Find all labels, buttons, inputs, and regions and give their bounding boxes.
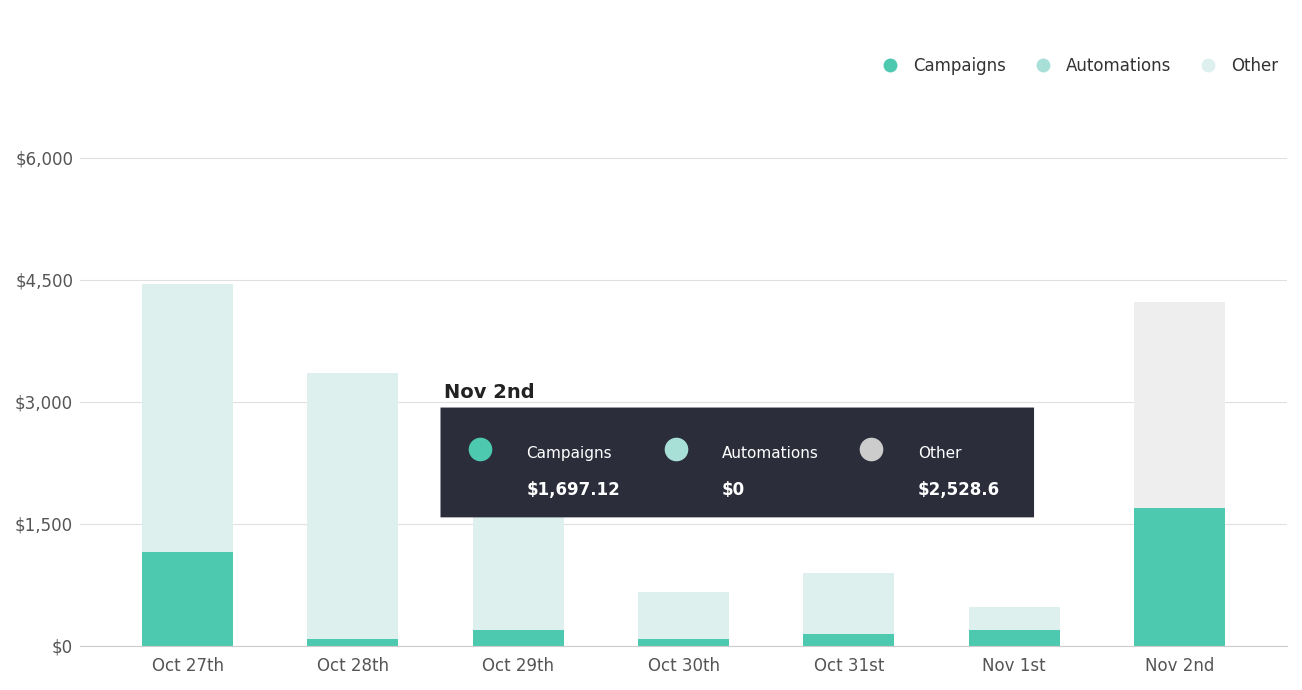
Bar <box>638 640 729 646</box>
Bar <box>969 607 1060 629</box>
Text: $1,697.12: $1,697.12 <box>526 481 620 499</box>
Bar <box>1134 302 1225 508</box>
Text: $2,528.6: $2,528.6 <box>918 481 1000 499</box>
Bar <box>803 633 894 646</box>
Bar <box>969 629 1060 646</box>
Bar <box>142 284 233 552</box>
Bar <box>638 592 729 640</box>
Legend: Campaigns, Automations, Other: Campaigns, Automations, Other <box>874 57 1279 75</box>
Bar <box>1134 508 1225 646</box>
Text: Automations: Automations <box>723 446 819 461</box>
Bar <box>142 552 233 646</box>
Bar <box>803 573 894 633</box>
FancyBboxPatch shape <box>440 408 1034 518</box>
Bar <box>307 640 398 646</box>
Text: Campaigns: Campaigns <box>526 446 612 461</box>
Bar <box>473 412 564 629</box>
Text: $0: $0 <box>723 481 745 499</box>
Text: Nov 2nd: Nov 2nd <box>444 383 534 402</box>
Text: Other: Other <box>918 446 961 461</box>
Bar <box>307 373 398 640</box>
Bar <box>473 629 564 646</box>
